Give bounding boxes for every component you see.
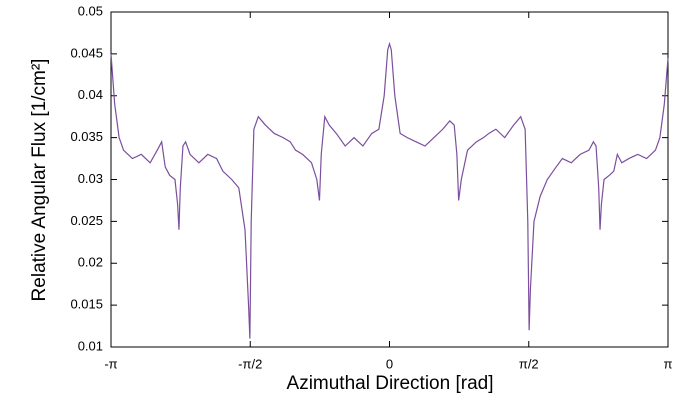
x-tick-label: 0 bbox=[386, 356, 393, 371]
x-tick-label: π bbox=[664, 356, 673, 371]
y-tick-label: 0.05 bbox=[78, 3, 103, 18]
x-tick-label: -π/2 bbox=[238, 356, 262, 371]
y-tick-label: 0.035 bbox=[70, 129, 103, 144]
x-tick-label: π/2 bbox=[519, 356, 539, 371]
x-tick-label: -π bbox=[104, 356, 117, 371]
y-tick-label: 0.04 bbox=[78, 87, 103, 102]
y-tick-label: 0.03 bbox=[78, 171, 103, 186]
x-axis-label: Azimuthal Direction [rad] bbox=[287, 373, 494, 394]
plot-frame bbox=[110, 11, 669, 348]
y-tick-label: 0.02 bbox=[78, 255, 103, 270]
y-tick-label: 0.015 bbox=[70, 297, 103, 312]
y-tick-label: 0.01 bbox=[78, 338, 103, 353]
y-axis-label: Relative Angular Flux [1/cm²] bbox=[29, 59, 50, 302]
data-line bbox=[110, 41, 669, 339]
y-tick-label: 0.025 bbox=[70, 213, 103, 228]
y-tick-label: 0.045 bbox=[70, 45, 103, 60]
